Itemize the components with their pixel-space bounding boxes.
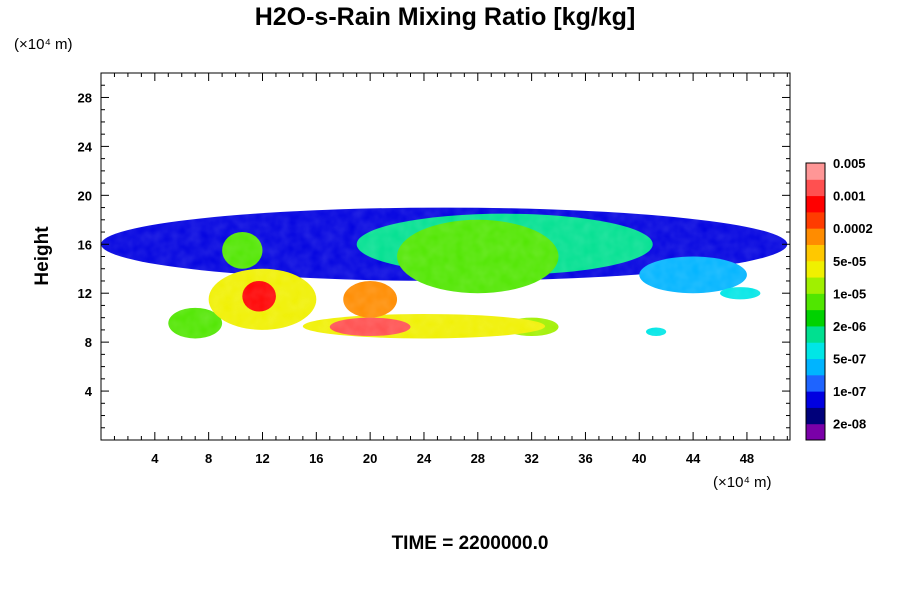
y-tick-label: 24 [78, 139, 93, 154]
colorbar-swatch [806, 309, 825, 327]
colorbar-swatch [806, 374, 825, 392]
x-tick-label: 8 [205, 451, 212, 466]
field-texture [101, 73, 790, 440]
x-tick-label: 44 [686, 451, 701, 466]
colorbar-swatch [806, 293, 825, 311]
colorbar-label: 1e-05 [833, 286, 866, 301]
contour-field [101, 73, 790, 440]
y-tick-label: 20 [78, 188, 92, 203]
colorbar-swatch [806, 211, 825, 229]
y-tick-label: 8 [85, 335, 92, 350]
x-tick-label: 20 [363, 451, 377, 466]
y-tick-label: 28 [78, 90, 92, 105]
colorbar-label: 1e-07 [833, 384, 866, 399]
x-tick-label: 28 [471, 451, 485, 466]
x-axis: 4 8 12 16 20 24 28 32 36 40 44 48 [113, 73, 788, 466]
y-axis-unit: (×10⁴ m) [14, 36, 73, 53]
x-tick-label: 12 [255, 451, 269, 466]
x-tick-label: 48 [740, 451, 754, 466]
y-tick-label: 12 [78, 286, 92, 301]
colorbar-label: 2e-06 [833, 319, 866, 334]
colorbar-swatch [806, 407, 825, 425]
colorbar-swatch [806, 358, 825, 376]
colorbar-swatch [806, 179, 825, 197]
colorbar-swatch [806, 391, 825, 408]
y-axis: 4 8 12 16 20 24 28 [78, 84, 790, 429]
x-tick-label: 32 [524, 451, 538, 466]
colorbar: 2e-08 1e-07 5e-07 2e-06 1e-05 5e-05 0.0002 0.00… [805, 156, 873, 441]
x-tick-label: 4 [151, 451, 159, 466]
chart-title: H2O-s-Rain Mixing Ratio [kg/kg] [255, 3, 636, 31]
y-axis-label: Height [32, 226, 53, 286]
colorbar-swatch [806, 325, 825, 343]
colorbar-label: 5e-07 [833, 352, 866, 367]
x-axis-unit: (×10⁴ m) [713, 474, 772, 491]
colorbar-swatch [806, 277, 825, 294]
colorbar-label: 0.005 [833, 156, 866, 171]
x-tick-label: 16 [309, 451, 323, 466]
colorbar-label: 0.0002 [833, 221, 873, 236]
colorbar-swatch [806, 423, 825, 441]
time-label: TIME = 2200000.0 [392, 533, 549, 554]
x-tick-label: 40 [632, 451, 646, 466]
colorbar-swatch [806, 163, 825, 180]
colorbar-swatch [806, 228, 825, 245]
colorbar-swatch [806, 195, 825, 213]
y-tick-label: 4 [85, 384, 93, 399]
colorbar-label: 2e-08 [833, 417, 866, 432]
colorbar-label: 5e-05 [833, 254, 866, 269]
colorbar-swatch [806, 244, 825, 262]
colorbar-swatch [806, 342, 825, 360]
colorbar-frame [805, 162, 826, 441]
y-tick-label: 16 [78, 237, 92, 252]
colorbar-label: 0.001 [833, 189, 866, 204]
x-tick-label: 24 [417, 451, 432, 466]
colorbar-swatch [806, 260, 825, 278]
x-tick-label: 36 [578, 451, 592, 466]
